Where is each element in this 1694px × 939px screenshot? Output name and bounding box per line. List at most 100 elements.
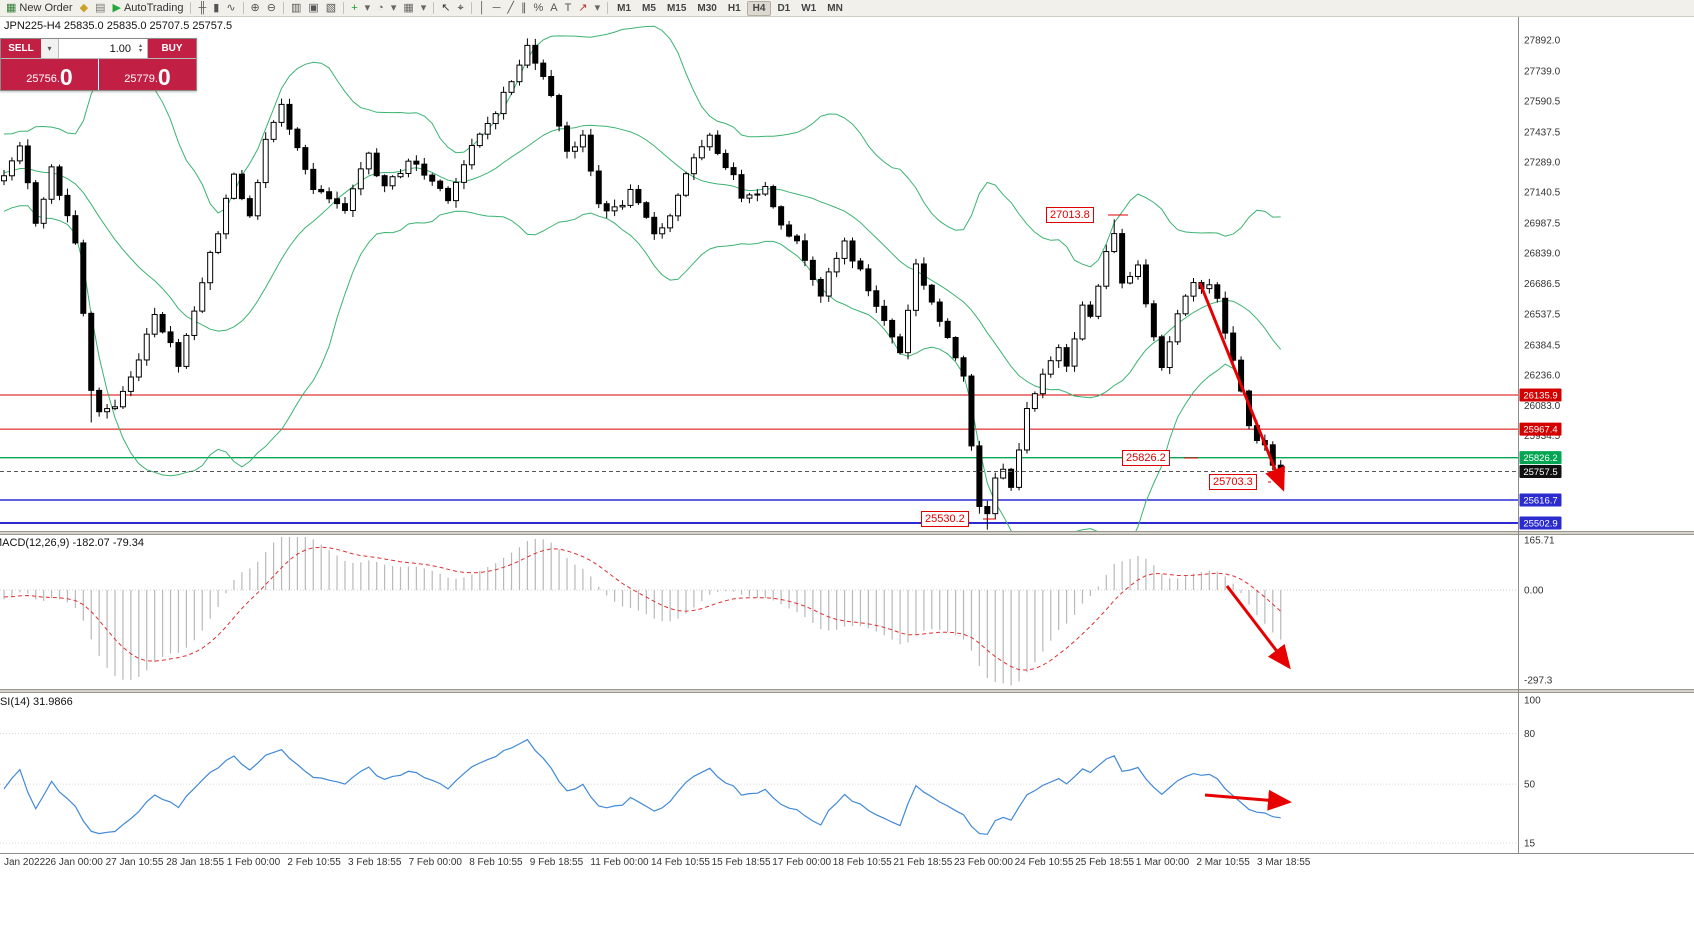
indicator-dropdown-icon[interactable]: ▾ [362, 0, 374, 16]
trend-arrow[interactable] [1198, 282, 1285, 492]
timeframe-m1-button[interactable]: M1 [617, 2, 632, 14]
panel-splitter[interactable] [0, 531, 1694, 535]
svg-text:25616.7: 25616.7 [1523, 495, 1557, 506]
svg-text:2 Mar 10:55: 2 Mar 10:55 [1196, 857, 1250, 868]
svg-text:27289.0: 27289.0 [1524, 157, 1561, 168]
svg-text:25826.2: 25826.2 [1523, 453, 1557, 464]
timeframe-w1-button[interactable]: W1 [801, 2, 817, 14]
vertical-line-icon-glyph: │ [478, 1, 486, 14]
cascade-windows-icon[interactable]: ▣ [305, 0, 321, 16]
text-icon[interactable]: A [547, 0, 560, 16]
zoom-out-icon[interactable]: ⊖ [264, 0, 279, 16]
timeframe-h4-button[interactable]: H4 [746, 0, 772, 16]
svg-text:14 Feb 10:55: 14 Feb 10:55 [651, 857, 710, 868]
cursor-icon[interactable]: ↖ [438, 0, 453, 16]
price-axis-badge [1519, 422, 1562, 436]
svg-text:15 Feb 18:55: 15 Feb 18:55 [712, 857, 771, 868]
price-axis[interactable]: 27892.0 27739.0 27590.5 27437.5 27289.0 27140… [1519, 36, 1562, 850]
sell-tab[interactable]: SELL [1, 39, 41, 58]
timeframe-mn-button[interactable]: MN [827, 2, 843, 14]
horizontal-line-icon-glyph: ─ [492, 1, 501, 14]
timeframe-m5-button[interactable]: M5 [642, 2, 656, 14]
candlestick-type-icon[interactable]: ▮ [210, 0, 222, 16]
period-clock-icon[interactable]: ◔ [374, 0, 387, 16]
lot-size-input[interactable]: 1.00 ▴ ▾ [59, 39, 148, 58]
order-type-dropdown[interactable]: ▾ [41, 39, 59, 58]
arrows-icon[interactable]: ↗ [575, 0, 590, 16]
svg-text:27437.5: 27437.5 [1524, 127, 1561, 138]
template-dropdown-icon[interactable]: ▾ [418, 0, 430, 16]
panel-splitter[interactable] [0, 689, 1694, 693]
svg-text:27590.5: 27590.5 [1524, 96, 1561, 107]
new-order-glyph: ▦ [6, 1, 17, 14]
period-clock-icon-glyph: ◔ [377, 1, 384, 14]
price-axis-badge [1519, 516, 1562, 530]
svg-text:26839.0: 26839.0 [1524, 248, 1561, 259]
template-icon[interactable]: ▦ [400, 0, 416, 16]
time-axis[interactable]: Jan 2022 26 Jan 00:00 27 Jan 10:55 28 Jan 1… [4, 857, 1311, 868]
add-indicator-icon-glyph: + [351, 1, 358, 14]
buy-price-button[interactable]: 25779. 0 [99, 59, 196, 90]
text-label-icon-glyph: T [564, 1, 572, 14]
timeframe-d1-button[interactable]: D1 [777, 2, 791, 14]
text-label-icon[interactable]: T [562, 0, 575, 16]
svg-text:15: 15 [1524, 838, 1536, 849]
shapes-dropdown-icon-glyph: ▾ [594, 1, 601, 14]
spin-down-icon[interactable]: ▾ [138, 47, 142, 54]
svg-text:26135.9: 26135.9 [1523, 391, 1557, 402]
buy-price-small: 25779. [124, 73, 158, 85]
trendline-icon-glyph: ╱ [507, 1, 515, 14]
tile-windows-icon[interactable]: ▥ [288, 0, 304, 16]
trend-arrow[interactable] [1225, 585, 1291, 670]
shapes-dropdown-icon[interactable]: ▾ [592, 0, 604, 16]
toolbar-separator [607, 2, 609, 14]
line-chart-type-icon[interactable]: ∿ [223, 0, 238, 16]
macd-panel[interactable] [0, 537, 1518, 686]
horizontal-line-icon[interactable]: ─ [490, 0, 504, 16]
svg-text:3 Mar 18:55: 3 Mar 18:55 [1257, 857, 1311, 868]
equidistant-channel-icon[interactable]: ∥ [518, 0, 530, 16]
timeframe-m30-button[interactable]: M30 [697, 2, 717, 14]
spin-up-icon[interactable]: ▴ [138, 42, 142, 49]
zoom-in-icon[interactable]: ⊕ [248, 0, 263, 16]
svg-text:7 Feb 00:00: 7 Feb 00:00 [409, 857, 463, 868]
svg-text:26384.5: 26384.5 [1524, 340, 1561, 351]
one-click-trading-widget: SELL ▾ 1.00 ▴ ▾ BUY 25756. 0 25779. 0 [0, 38, 197, 91]
trend-arrow[interactable] [1204, 789, 1292, 811]
tile-windows-icon-glyph: ▥ [290, 1, 302, 14]
fibonacci-icon[interactable]: % [531, 0, 547, 16]
sell-price-button[interactable]: 25756. 0 [1, 59, 98, 90]
new-order-button[interactable]: ▦ New Order [3, 0, 76, 16]
bollinger-lower [3, 205, 1282, 531]
buy-price-big: 0 [157, 64, 171, 90]
svg-text:3 Feb 18:55: 3 Feb 18:55 [348, 857, 402, 868]
charts-bar-icon[interactable]: ◆ [77, 0, 91, 16]
crosshair-icon[interactable]: ⌖ [455, 0, 467, 16]
toolbar-separator [433, 2, 435, 14]
add-indicator-icon[interactable]: + [348, 0, 360, 16]
svg-text:28 Jan 18:55: 28 Jan 18:55 [166, 857, 224, 868]
svg-text:17 Feb 00:00: 17 Feb 00:00 [772, 857, 831, 868]
buy-tab[interactable]: BUY [148, 39, 196, 58]
vertical-line-icon[interactable]: │ [476, 0, 489, 16]
lot-spinner[interactable]: ▴ ▾ [134, 42, 147, 54]
bar-chart-type-icon[interactable]: ╫ [195, 0, 209, 16]
trendline-icon[interactable]: ╱ [504, 0, 517, 16]
sell-price-big: 0 [59, 64, 73, 90]
crosshair-icon-glyph: ⌖ [457, 1, 464, 14]
main-price-panel[interactable] [0, 25, 1518, 549]
auto-arrange-icon[interactable]: ▧ [323, 0, 339, 16]
svg-text:18 Feb 10:55: 18 Feb 10:55 [833, 857, 892, 868]
svg-text:25 Feb 18:55: 25 Feb 18:55 [1075, 857, 1134, 868]
svg-text:26083.0: 26083.0 [1524, 401, 1561, 412]
rsi-panel[interactable] [0, 733, 1518, 844]
rsi-line [3, 738, 1281, 835]
timeframe-m15-button[interactable]: M15 [666, 2, 687, 14]
profiles-icon[interactable]: ▤ [92, 0, 108, 16]
autotrading-button[interactable]: ▶ AutoTrading [109, 0, 186, 16]
timeframe-h1-button[interactable]: H1 [727, 2, 741, 14]
svg-text:100: 100 [1524, 696, 1541, 707]
period-dropdown-icon[interactable]: ▾ [388, 0, 400, 16]
svg-text:9 Feb 18:55: 9 Feb 18:55 [530, 857, 584, 868]
